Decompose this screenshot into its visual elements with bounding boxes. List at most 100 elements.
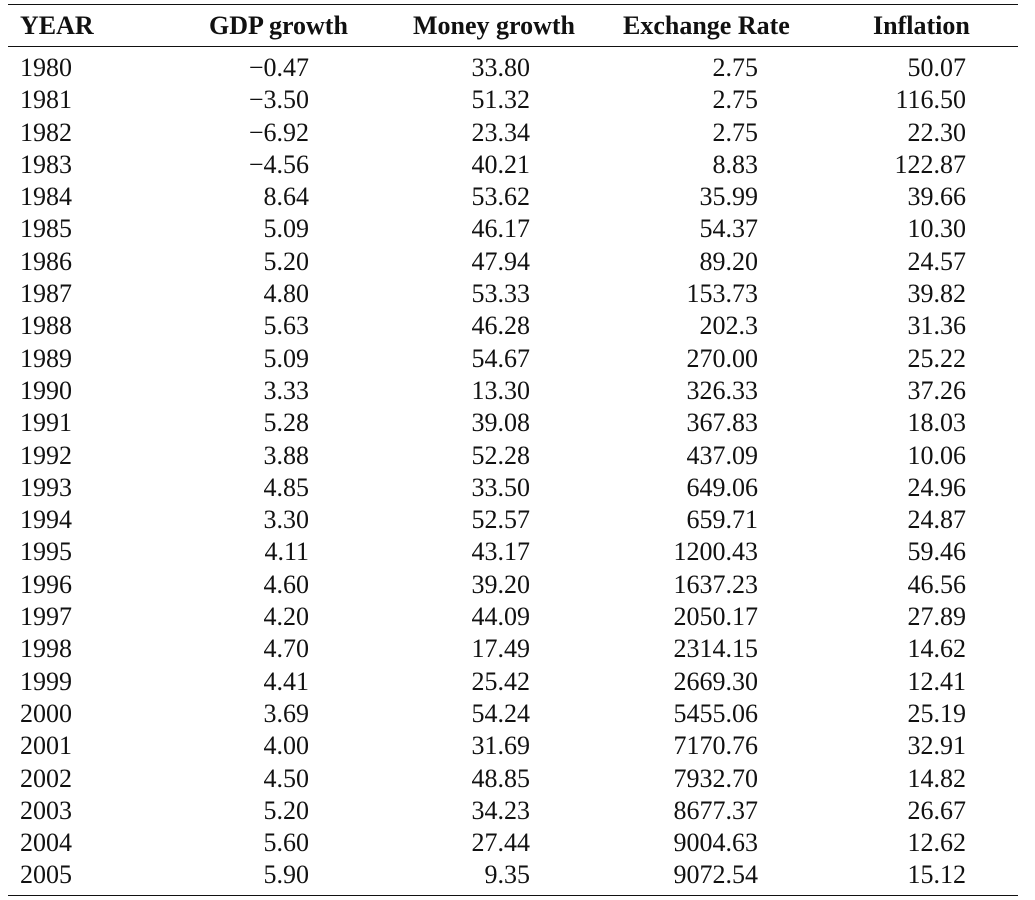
cell-exchange-rate: 2050.17 xyxy=(673,602,759,632)
table-row: 1990 3.33 13.30 326.33 37.26 xyxy=(0,375,1035,407)
cell-inflation: 25.19 xyxy=(907,698,967,728)
cell-exchange-rate: 202.3 xyxy=(699,311,759,341)
cell-money-growth: 39.08 xyxy=(471,408,531,438)
cell-year: 1995 xyxy=(20,537,72,567)
cell-gdp-growth: 4.20 xyxy=(263,602,310,632)
cell-exchange-rate: 5455.06 xyxy=(673,698,759,728)
table-top-rule xyxy=(8,4,1018,5)
cell-inflation: 15.12 xyxy=(907,860,967,890)
cell-gdp-growth: 8.64 xyxy=(263,182,310,212)
column-header-money-growth: Money growth xyxy=(413,11,576,40)
table-row: 1980 −0.47 33.80 2.75 50.07 xyxy=(0,52,1035,84)
table-row: 1987 4.80 53.33 153.73 39.82 xyxy=(0,278,1035,310)
cell-gdp-growth: 5.09 xyxy=(263,214,310,244)
cell-money-growth: 43.17 xyxy=(471,537,531,567)
cell-exchange-rate: 270.00 xyxy=(686,343,759,373)
cell-exchange-rate: 367.83 xyxy=(686,408,759,438)
cell-year: 2003 xyxy=(20,795,72,825)
cell-gdp-growth: −0.47 xyxy=(248,53,309,82)
cell-money-growth: 33.80 xyxy=(471,53,531,82)
column-header-inflation: Inflation xyxy=(873,11,970,40)
table-row: 1994 3.30 52.57 659.71 24.87 xyxy=(0,504,1035,536)
cell-inflation: 37.26 xyxy=(907,375,967,405)
cell-exchange-rate: 8.83 xyxy=(712,149,759,179)
cell-gdp-growth: 5.90 xyxy=(263,860,310,890)
cell-exchange-rate: 7932.70 xyxy=(673,763,759,793)
table-row: 1983 −4.56 40.21 8.83 122.87 xyxy=(0,149,1035,181)
cell-gdp-growth: −6.92 xyxy=(248,117,309,147)
cell-money-growth: 54.24 xyxy=(471,698,531,728)
cell-year: 2002 xyxy=(20,763,72,793)
column-header-exchange-rate: Exchange Rate xyxy=(623,11,790,40)
table-row: 2004 5.60 27.44 9004.63 12.62 xyxy=(0,827,1035,859)
cell-gdp-growth: −4.56 xyxy=(248,149,309,179)
table-row: 1982 −6.92 23.34 2.75 22.30 xyxy=(0,117,1035,149)
cell-money-growth: 17.49 xyxy=(471,634,531,664)
cell-money-growth: 40.21 xyxy=(471,149,531,179)
cell-gdp-growth: 4.00 xyxy=(263,731,310,761)
cell-inflation: 10.06 xyxy=(907,440,967,470)
cell-gdp-growth: 4.85 xyxy=(263,472,310,502)
cell-exchange-rate: 9072.54 xyxy=(673,860,759,890)
cell-inflation: 10.30 xyxy=(907,214,967,244)
cell-year: 1992 xyxy=(20,440,72,470)
cell-money-growth: 39.20 xyxy=(471,569,531,599)
cell-inflation: 50.07 xyxy=(907,53,967,82)
cell-year: 2004 xyxy=(20,828,72,858)
cell-exchange-rate: 326.33 xyxy=(686,375,759,405)
cell-gdp-growth: 5.20 xyxy=(263,795,310,825)
cell-year: 1999 xyxy=(20,666,72,696)
cell-money-growth: 44.09 xyxy=(471,602,531,632)
cell-money-growth: 53.62 xyxy=(471,182,531,212)
cell-gdp-growth: 3.33 xyxy=(263,375,310,405)
cell-inflation: 12.41 xyxy=(907,666,967,696)
cell-money-growth: 31.69 xyxy=(471,731,531,761)
cell-money-growth: 53.33 xyxy=(471,279,531,309)
table-row: 1981 −3.50 51.32 2.75 116.50 xyxy=(0,84,1035,116)
table-row: 1995 4.11 43.17 1200.43 59.46 xyxy=(0,536,1035,568)
cell-year: 1987 xyxy=(20,279,72,309)
cell-money-growth: 33.50 xyxy=(471,472,531,502)
cell-year: 1997 xyxy=(20,602,72,632)
cell-gdp-growth: 4.41 xyxy=(263,666,310,696)
cell-year: 1986 xyxy=(20,246,72,276)
cell-gdp-growth: 4.80 xyxy=(263,279,310,309)
cell-inflation: 59.46 xyxy=(907,537,967,567)
cell-year: 1993 xyxy=(20,472,72,502)
table-row: 1989 5.09 54.67 270.00 25.22 xyxy=(0,343,1035,375)
table-header-row: YEAR GDP growth Money growth Exchange Ra… xyxy=(0,10,1035,44)
cell-exchange-rate: 8677.37 xyxy=(673,795,759,825)
table-row: 2005 5.90 9.35 9072.54 15.12 xyxy=(0,859,1035,891)
cell-money-growth: 25.42 xyxy=(471,666,531,696)
cell-inflation: 22.30 xyxy=(907,117,967,147)
cell-inflation: 25.22 xyxy=(907,343,967,373)
cell-year: 2001 xyxy=(20,731,72,761)
cell-exchange-rate: 2.75 xyxy=(712,85,759,115)
cell-gdp-growth: −3.50 xyxy=(248,85,309,115)
table-row: 2002 4.50 48.85 7932.70 14.82 xyxy=(0,763,1035,795)
table-row: 2003 5.20 34.23 8677.37 26.67 xyxy=(0,795,1035,827)
cell-exchange-rate: 1637.23 xyxy=(673,569,759,599)
cell-exchange-rate: 2314.15 xyxy=(673,634,759,664)
cell-gdp-growth: 5.28 xyxy=(263,408,310,438)
cell-money-growth: 23.34 xyxy=(471,117,531,147)
cell-money-growth: 9.35 xyxy=(484,860,531,890)
table-row: 1984 8.64 53.62 35.99 39.66 xyxy=(0,181,1035,213)
cell-gdp-growth: 4.50 xyxy=(263,763,310,793)
cell-money-growth: 54.67 xyxy=(471,343,531,373)
table-row: 2000 3.69 54.24 5455.06 25.19 xyxy=(0,698,1035,730)
cell-exchange-rate: 9004.63 xyxy=(673,828,759,858)
cell-inflation: 24.96 xyxy=(907,472,967,502)
cell-money-growth: 52.28 xyxy=(471,440,531,470)
cell-exchange-rate: 649.06 xyxy=(686,472,759,502)
cell-exchange-rate: 2669.30 xyxy=(673,666,759,696)
cell-exchange-rate: 7170.76 xyxy=(673,731,759,761)
cell-exchange-rate: 2.75 xyxy=(712,53,759,82)
cell-money-growth: 13.30 xyxy=(471,375,531,405)
cell-inflation: 46.56 xyxy=(907,569,967,599)
cell-year: 2000 xyxy=(20,698,72,728)
cell-gdp-growth: 4.11 xyxy=(264,537,309,567)
cell-money-growth: 48.85 xyxy=(471,763,531,793)
cell-gdp-growth: 5.09 xyxy=(263,343,310,373)
